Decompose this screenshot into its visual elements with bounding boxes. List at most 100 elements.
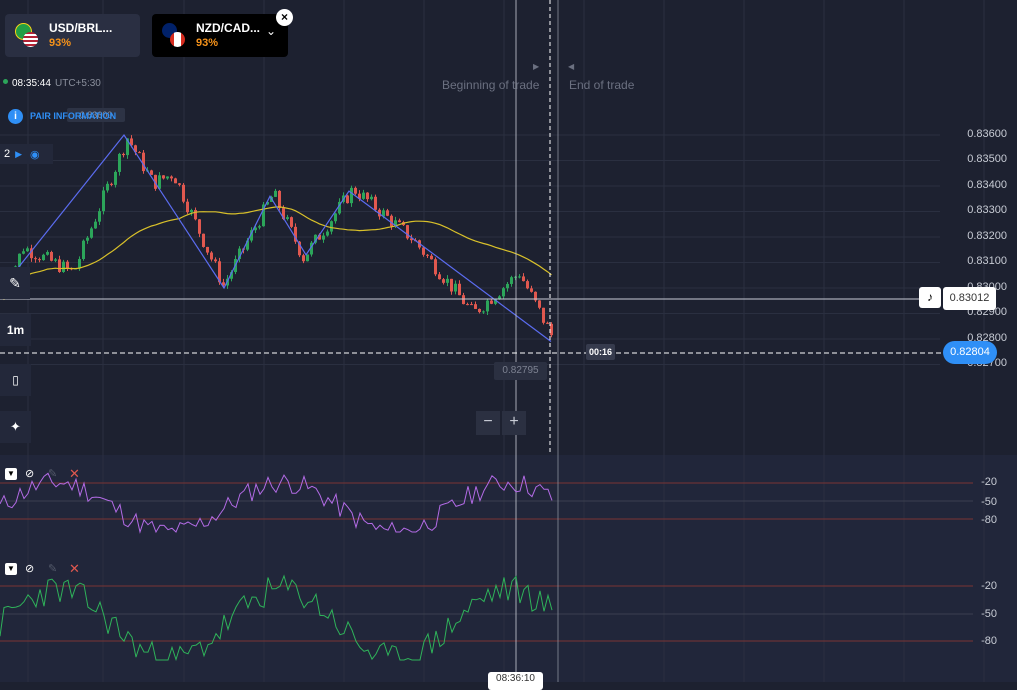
asset-name: NZD/CAD... [196,20,260,35]
candle-body [458,283,461,296]
candle-body [542,307,545,323]
candle-body [474,304,477,309]
zoom-in-button[interactable]: + [502,411,526,435]
candle-body [26,248,29,252]
current-price-label: 0.82804 [943,341,997,364]
candle-body [322,235,325,240]
chart-type-button[interactable]: ▯ [0,364,31,396]
candle-body [162,175,165,179]
candle-body [174,178,177,184]
edit-icon[interactable]: ✎ [48,563,58,575]
candle-body [118,153,121,172]
close-icon[interactable]: × [276,9,293,26]
candle-body [530,288,533,292]
flag-ca-icon [170,31,185,47]
countdown-timer: 00:16 [586,344,615,360]
candle-body [214,259,217,262]
candle-body [282,208,285,219]
candle-body [126,138,129,156]
end-of-trade-label: End of trade [569,78,635,92]
candle-body [314,234,317,243]
hide-icon[interactable]: ⊘ [25,563,35,575]
moving-average-line [3,206,552,301]
candle-body [34,258,37,260]
candle-body [330,221,333,232]
indicator-tick: -80 [981,635,997,647]
zoom-out-button[interactable]: − [476,411,500,435]
pair-information-button[interactable]: i PAIR INFORMATION [0,104,135,128]
crosshair-price-label: 0.83012 [943,287,996,310]
candle-body [506,283,509,289]
flag-us-icon [23,31,38,47]
candle-body [294,226,297,242]
indicator-tick: -20 [981,580,997,592]
bell-icon[interactable]: ♪ [919,287,941,308]
asset-tab-nzd-cad[interactable]: NZD/CAD... 93% ⌄ [152,14,288,57]
candle-body [462,295,465,305]
candle-body [106,183,109,191]
candle-body [446,278,449,283]
candle-body [206,246,209,253]
play-icon[interactable]: ▶ [15,148,23,159]
price-axis-label: 0.83600 [967,128,1007,140]
oscillator-line-1 [0,472,553,534]
asset-tab-usd-brl[interactable]: USD/BRL... 93% [5,14,140,57]
candle-body [238,248,241,260]
candle-body [390,215,393,227]
candle-body [438,274,441,280]
candle-body [202,233,205,247]
candle-body [86,237,89,241]
candle-body [398,220,401,223]
candle-body [466,304,469,306]
candle-body [98,211,101,222]
candle-body [278,190,281,209]
price-axis-label: 0.83100 [967,255,1007,267]
candle-body [298,241,301,256]
candle-body [334,213,337,222]
hide-icon[interactable]: ⊘ [25,468,35,480]
indicator-tick: -50 [981,608,997,620]
delete-icon[interactable]: ✕ [69,466,80,481]
candle-body [370,196,373,200]
chevron-down-icon[interactable]: ▼ [5,563,17,575]
back-icon: ◀ [568,62,575,71]
indicator-tick: -80 [981,514,997,526]
candle-body [66,261,69,269]
candle-body [490,300,493,304]
candle-body [182,184,185,202]
candle-body [362,192,365,199]
eye-icon[interactable]: ◉ [30,148,40,161]
candle-body [450,278,453,292]
candle-body [358,193,361,199]
candle-body [258,226,261,228]
timeframe-button[interactable]: 1m [0,314,31,346]
candle-body [42,254,45,261]
draw-button[interactable]: ✎ [0,267,30,299]
play-icon: ▶ [533,62,540,71]
candle-body [82,240,85,260]
candle-body [290,217,293,227]
candle-body [150,170,153,175]
drawings-count: 2 [4,148,11,160]
beginning-of-trade-label: Beginning of trade [442,78,540,92]
time-cursor-label: 08:36:10 [488,672,543,690]
candle-body [538,300,541,308]
chevron-down-icon[interactable]: ⌄ [265,24,276,38]
candle-body [46,252,49,255]
price-axis-label: 0.83500 [967,153,1007,165]
drawings-toggle[interactable]: 2 ▶ ◉ [0,144,53,164]
candle-body [178,183,181,185]
candle-body [434,259,437,275]
delete-icon[interactable]: ✕ [69,561,80,576]
price-axis-label: 0.83300 [967,204,1007,216]
asset-payout: 93% [49,36,72,49]
edit-icon[interactable]: ✎ [48,468,58,480]
indicator-tick: -20 [981,476,997,488]
tools-icon: ✦ [10,419,21,434]
indicators-button[interactable]: ✦ [0,411,31,443]
candle-body [354,187,357,194]
low-price-label: 0.82795 [494,362,547,380]
chevron-down-icon[interactable]: ▼ [5,468,17,480]
candle-body [426,254,429,256]
